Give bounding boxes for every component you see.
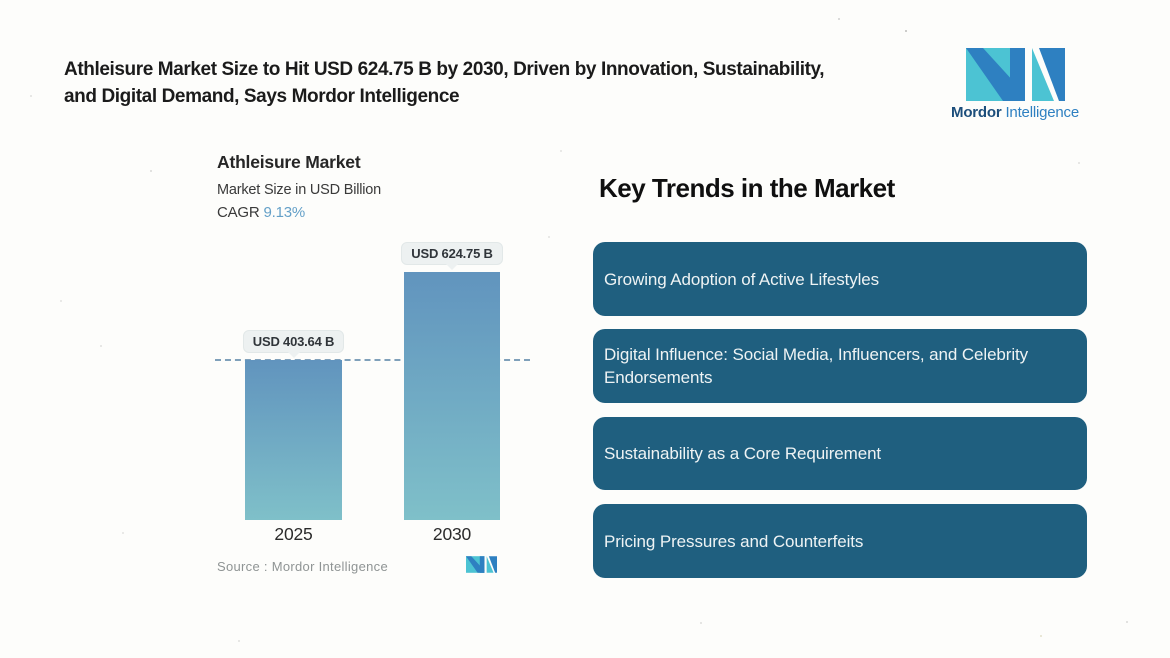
trend-card-label: Sustainability as a Core Requirement [604, 444, 882, 463]
trend-card-label: Growing Adoption of Active Lifestyles [604, 269, 880, 289]
trend-card-sustainability: Sustainability as a Core Requirement [593, 417, 1087, 490]
brand-name-bold: Mordor [951, 104, 1002, 121]
chart-subtitle: Market Size in USD Billion [217, 182, 382, 198]
page-title: Athleisure Market Size to Hit USD 624.75… [64, 56, 825, 110]
brand-name-light: Intelligence [1005, 104, 1079, 121]
bar-value-label-2025: USD 403.64 B [242, 330, 345, 358]
value-pill-2025: USD 403.64 B [242, 330, 345, 353]
mordor-intelligence-logo: Mordor Intelligence [940, 48, 1090, 121]
key-trends-heading: Key Trends in the Market [599, 173, 895, 203]
source-attribution: Source : Mordor Intelligence [217, 559, 388, 574]
brand-wordmark: Mordor Intelligence [951, 104, 1079, 121]
trend-card-label: Pricing Pressures and Counterfeits [604, 531, 864, 551]
trend-card-pricing-pressures: Pricing Pressures and Counterfeits [593, 504, 1087, 578]
bar-value-label-2030: USD 624.75 B [401, 242, 503, 270]
page-title-line1: Athleisure Market Size to Hit USD 624.75… [64, 59, 825, 80]
chart-cagr: CAGR 9.13% [217, 204, 305, 221]
mordor-logo-mark-icon [965, 48, 1065, 101]
trend-card-label: Digital Influence: Social Media, Influen… [604, 345, 1029, 387]
source-logo [466, 556, 497, 578]
bar-2030 [404, 272, 500, 520]
background-noise-speckles [0, 0, 2, 2]
x-axis-label-2030: 2030 [432, 524, 472, 544]
value-pill-pointer-icon [446, 264, 458, 270]
value-pill-2030: USD 624.75 B [401, 242, 503, 265]
x-axis-label-2025: 2025 [274, 524, 313, 544]
page-title-line2: and Digital Demand, Says Mordor Intellig… [64, 86, 460, 107]
cagr-value: 9.13% [263, 204, 306, 221]
mordor-logo-mark-small-icon [466, 556, 497, 573]
trend-card-digital-influence: Digital Influence: Social Media, Influen… [593, 329, 1087, 403]
trend-card-active-lifestyles: Growing Adoption of Active Lifestyles [593, 242, 1087, 316]
cagr-label: CAGR [217, 204, 260, 221]
chart-title: Athleisure Market [217, 152, 361, 172]
value-pill-pointer-icon [287, 352, 300, 358]
bar-2025 [245, 360, 342, 520]
reference-dashed-line [215, 359, 530, 361]
